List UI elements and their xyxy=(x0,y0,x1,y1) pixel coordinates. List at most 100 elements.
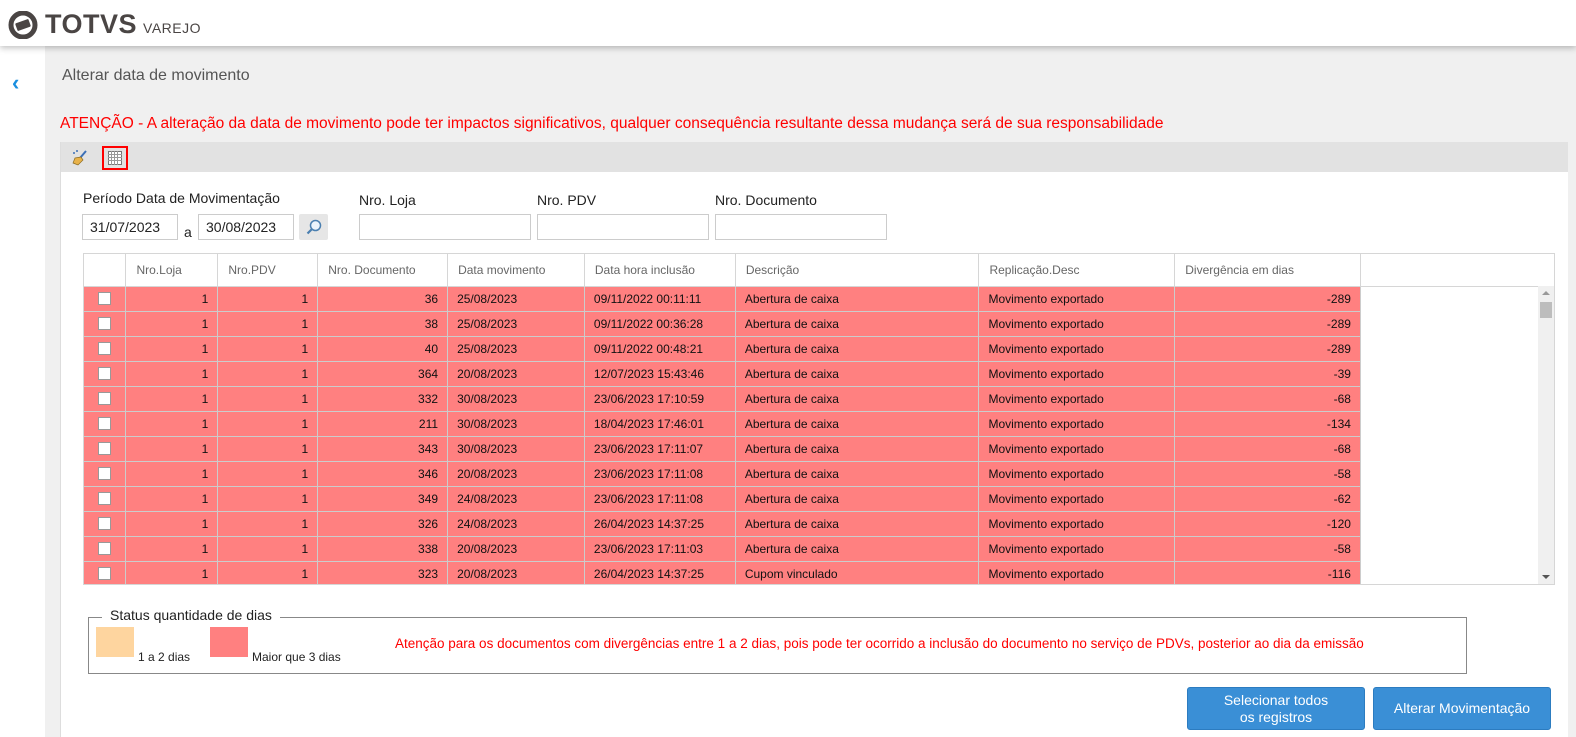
select-all-button[interactable]: Selecionar todos os registros xyxy=(1187,687,1365,730)
table-cell: 30/08/2023 xyxy=(447,411,585,437)
date-from-input[interactable] xyxy=(82,214,178,240)
table-cell: 24/08/2023 xyxy=(447,511,585,537)
table-cell: Movimento exportado xyxy=(978,336,1176,362)
scrollbar-thumb[interactable] xyxy=(1540,302,1552,318)
table-cell: 30/08/2023 xyxy=(447,386,585,412)
table-cell: -289 xyxy=(1174,286,1361,312)
row-checkbox[interactable] xyxy=(98,567,112,580)
table-cell: 1 xyxy=(217,461,319,487)
scroll-up-icon[interactable] xyxy=(1542,291,1550,295)
legend-label: 1 a 2 dias xyxy=(138,650,191,664)
row-checkbox-cell[interactable] xyxy=(84,411,127,437)
table-cell: 1 xyxy=(217,311,319,337)
table-row[interactable]: 1 1 343 30/08/2023 23/06/2023 17:11:07 Abertu… xyxy=(84,436,1554,462)
table-cell: 23/06/2023 17:11:07 xyxy=(584,436,736,462)
table-row[interactable]: 1 1 338 20/08/2023 23/06/2023 17:11:03 Abertu… xyxy=(84,536,1554,562)
search-button[interactable] xyxy=(299,214,328,240)
table-cell: 1 xyxy=(217,361,319,387)
column-header[interactable]: Nro.PDV xyxy=(217,254,319,287)
row-checkbox[interactable] xyxy=(98,492,112,505)
table-cell: -58 xyxy=(1174,536,1361,562)
date-to-input[interactable] xyxy=(198,214,294,240)
table-cell: 1 xyxy=(125,511,219,537)
row-checkbox-cell[interactable] xyxy=(84,536,127,562)
column-header[interactable]: Divergência em dias xyxy=(1174,254,1361,287)
row-checkbox[interactable] xyxy=(98,392,112,405)
table-cell: -62 xyxy=(1174,486,1361,512)
legend-swatch-1-2-days xyxy=(96,627,134,657)
table-cell: 38 xyxy=(317,311,449,337)
table-cell: 1 xyxy=(217,436,319,462)
row-filler xyxy=(1360,461,1554,486)
column-header[interactable]: Nro.Loja xyxy=(125,254,219,287)
page-title: Alterar data de movimento xyxy=(62,67,250,84)
row-checkbox[interactable] xyxy=(98,467,112,480)
app-header: TOTVS VAREJO xyxy=(0,0,1576,46)
column-header[interactable]: Data hora inclusão xyxy=(584,254,736,287)
totvs-logo: TOTVS VAREJO xyxy=(7,9,201,40)
table-cell: 1 xyxy=(125,561,219,584)
pdv-input[interactable] xyxy=(537,214,709,240)
column-header[interactable]: Nro. Documento xyxy=(317,254,449,287)
row-checkbox-cell[interactable] xyxy=(84,486,127,512)
column-header[interactable]: Replicação.Desc xyxy=(978,254,1176,287)
row-checkbox-cell[interactable] xyxy=(84,311,127,337)
sidebar xyxy=(0,46,45,737)
table-cell: -68 xyxy=(1174,436,1361,462)
row-checkbox-cell[interactable] xyxy=(84,286,127,312)
page-warning: ATENÇÃO - A alteração da data de movimen… xyxy=(60,115,1164,132)
documento-input[interactable] xyxy=(715,214,887,240)
search-icon xyxy=(306,219,321,235)
table-cell: -68 xyxy=(1174,386,1361,412)
change-movement-button[interactable]: Alterar Movimentação xyxy=(1373,687,1551,730)
documento-label: Nro. Documento xyxy=(715,192,817,208)
table-cell: Movimento exportado xyxy=(978,436,1176,462)
table-cell: 09/11/2022 00:11:11 xyxy=(584,286,736,312)
row-checkbox[interactable] xyxy=(98,442,112,455)
table-cell: Movimento exportado xyxy=(978,286,1176,312)
row-filler xyxy=(1360,561,1554,584)
table-row[interactable]: 1 1 364 20/08/2023 12/07/2023 15:43:46 Abertu… xyxy=(84,361,1554,387)
row-checkbox[interactable] xyxy=(98,292,112,305)
table-row[interactable]: 1 1 211 30/08/2023 18/04/2023 17:46:01 Abertu… xyxy=(84,411,1554,437)
row-checkbox[interactable] xyxy=(98,517,112,530)
table-cell: 1 xyxy=(125,461,219,487)
column-header[interactable]: Data movimento xyxy=(447,254,585,287)
table-row[interactable]: 1 1 326 24/08/2023 26/04/2023 14:37:25 Abertu… xyxy=(84,511,1554,537)
row-checkbox[interactable] xyxy=(98,417,112,430)
brand-name: TOTVS xyxy=(45,9,138,39)
table-cell: Cupom vinculado xyxy=(735,561,980,584)
row-checkbox-cell[interactable] xyxy=(84,561,127,584)
row-checkbox-cell[interactable] xyxy=(84,436,127,462)
row-checkbox[interactable] xyxy=(98,367,112,380)
broom-icon[interactable] xyxy=(69,147,91,169)
scroll-down-icon[interactable] xyxy=(1542,575,1550,579)
row-checkbox-cell[interactable] xyxy=(84,386,127,412)
table-row[interactable]: 1 1 40 25/08/2023 09/11/2022 00:48:21 Abertur… xyxy=(84,336,1554,362)
row-checkbox[interactable] xyxy=(98,342,112,355)
table-row[interactable]: 1 1 332 30/08/2023 23/06/2023 17:10:59 Abertu… xyxy=(84,386,1554,412)
table-cell: 1 xyxy=(217,486,319,512)
table-row[interactable]: 1 1 38 25/08/2023 09/11/2022 00:36:28 Abertur… xyxy=(84,311,1554,337)
table-row[interactable]: 1 1 323 20/08/2023 26/04/2023 14:37:25 Cupom … xyxy=(84,561,1554,584)
table-cell: -39 xyxy=(1174,361,1361,387)
row-checkbox[interactable] xyxy=(98,317,112,330)
table-scrollbar[interactable] xyxy=(1538,286,1554,584)
table-row[interactable]: 1 1 346 20/08/2023 23/06/2023 17:11:08 Abertu… xyxy=(84,461,1554,487)
row-checkbox-cell[interactable] xyxy=(84,461,127,487)
totvs-logo-icon xyxy=(8,10,38,39)
loja-input[interactable] xyxy=(359,214,531,240)
row-checkbox-cell[interactable] xyxy=(84,336,127,362)
table-row[interactable]: 1 1 36 25/08/2023 09/11/2022 00:11:11 Abertur… xyxy=(84,286,1554,312)
table-row[interactable]: 1 1 349 24/08/2023 23/06/2023 17:11:08 Abertu… xyxy=(84,486,1554,512)
table-cell: Abertura de caixa xyxy=(735,411,980,437)
select-column-header xyxy=(84,254,127,287)
row-filler xyxy=(1360,486,1554,511)
grid-icon[interactable] xyxy=(102,146,128,170)
back-chevron-icon[interactable]: ‹ xyxy=(12,70,20,95)
row-checkbox-cell[interactable] xyxy=(84,361,127,387)
row-checkbox[interactable] xyxy=(98,542,112,555)
movements-table: Nro.Loja Nro.PDV Nro. Documento Data mov… xyxy=(83,253,1555,585)
column-header[interactable]: Descrição xyxy=(735,254,980,287)
row-checkbox-cell[interactable] xyxy=(84,511,127,537)
